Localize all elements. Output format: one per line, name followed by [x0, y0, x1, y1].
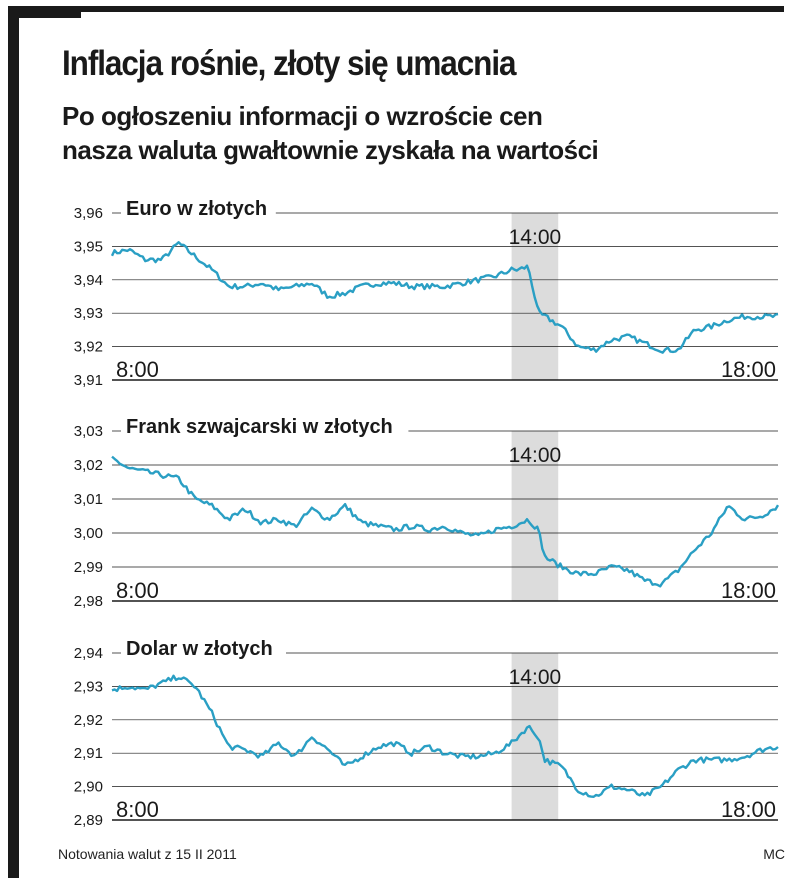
y-tick-label: 2,98 — [74, 593, 103, 610]
series-line — [110, 241, 779, 354]
series-line — [111, 674, 779, 798]
highlight-time-label: 14:00 — [509, 666, 562, 689]
subtitle-line-2: nasza waluta gwałtownie zyskała na warto… — [62, 135, 599, 165]
frame-corner-tab — [8, 6, 81, 18]
y-tick-label: 3,94 — [74, 272, 103, 289]
title-backdrop — [121, 413, 409, 439]
y-tick-label: 3,95 — [74, 238, 103, 255]
y-tick-label: 2,92 — [74, 712, 103, 729]
subtitle-line-1: Po ogłoszeniu informacji o wzroście cen — [62, 101, 543, 131]
y-tick-label: 2,99 — [74, 559, 103, 576]
y-tick-label: 3,02 — [74, 457, 103, 474]
frame-left-bar — [8, 6, 19, 878]
y-tick-label: 3,01 — [74, 491, 103, 508]
y-tick-label: 2,91 — [74, 745, 103, 762]
title-backdrop — [121, 635, 286, 661]
panel-title: Frank szwajcarski w złotych — [126, 416, 393, 438]
y-tick-label: 3,91 — [74, 372, 103, 389]
y-tick-label: 2,93 — [74, 678, 103, 695]
y-tick-label: 2,89 — [74, 812, 103, 829]
frame-top-bar — [8, 6, 784, 12]
panel-title: Euro w złotych — [126, 198, 267, 220]
y-tick-label: 3,03 — [74, 423, 103, 440]
y-tick-label: 3,92 — [74, 339, 103, 356]
x-start-label: 8:00 — [116, 357, 159, 382]
x-end-label: 18:00 — [721, 578, 776, 603]
y-tick-label: 2,94 — [74, 645, 103, 662]
y-tick-label: 3,93 — [74, 305, 103, 322]
author-credit: MC — [763, 846, 785, 862]
y-tick-label: 2,90 — [74, 779, 103, 796]
y-tick-label: 3,00 — [74, 525, 103, 542]
x-start-label: 8:00 — [116, 797, 159, 822]
title-backdrop — [121, 195, 276, 221]
chart-title: Inflacja rośnie, złoty się umacnia — [62, 44, 517, 83]
chart-subtitle: Po ogłoszeniu informacji o wzroście cen … — [62, 99, 762, 167]
highlight-time-label: 14:00 — [509, 226, 562, 249]
x-end-label: 18:00 — [721, 797, 776, 822]
panel-title: Dolar w złotych — [126, 638, 273, 660]
series-line — [111, 455, 780, 588]
x-start-label: 8:00 — [116, 578, 159, 603]
highlight-time-label: 14:00 — [509, 444, 562, 467]
x-end-label: 18:00 — [721, 357, 776, 382]
y-tick-label: 3,96 — [74, 205, 103, 222]
source-note: Notowania walut z 15 II 2011 — [58, 846, 237, 862]
highlight-band — [511, 431, 559, 601]
